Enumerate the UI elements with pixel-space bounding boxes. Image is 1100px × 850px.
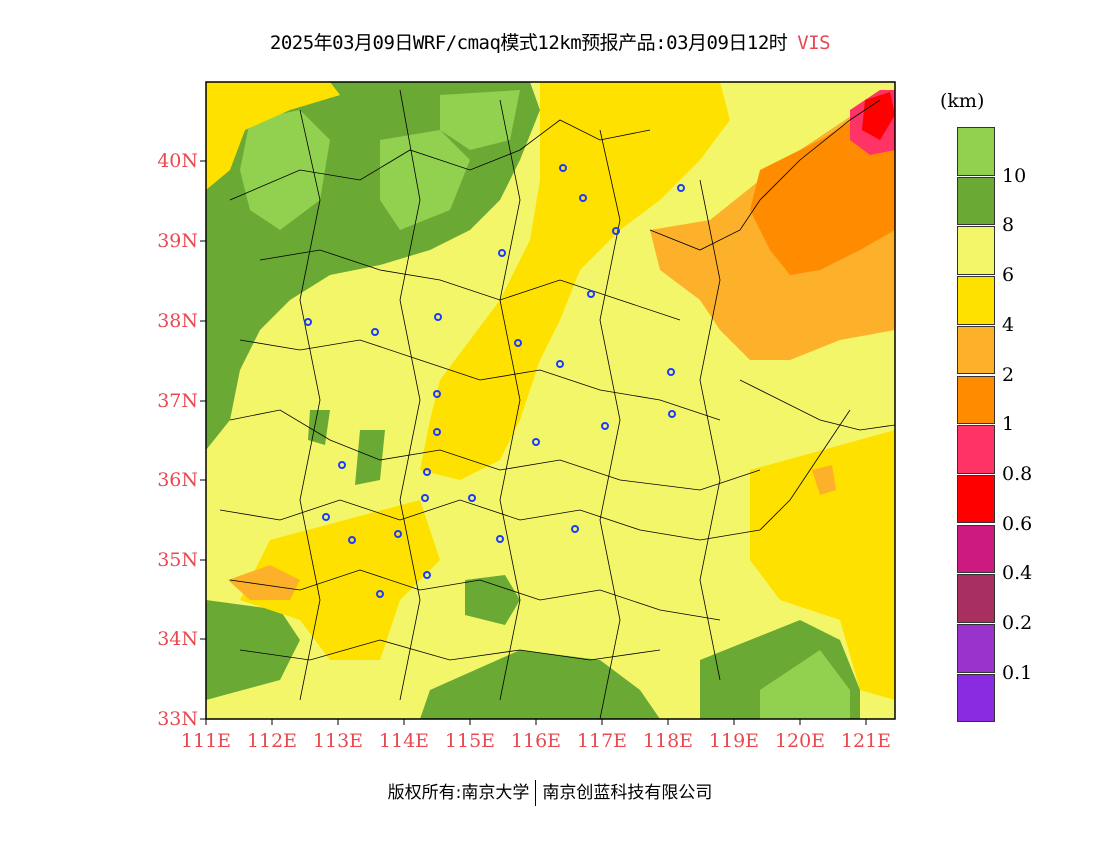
station-marker xyxy=(601,422,609,430)
map-title: 2025年03月09日WRF/cmaq模式12km预报产品:03月09日12时 V… xyxy=(0,28,1100,55)
province-boundaries xyxy=(219,89,895,719)
x-tick-label: 121E xyxy=(840,730,892,752)
station-marker xyxy=(668,410,676,418)
map-field xyxy=(206,82,895,719)
low-visibility-spot-sw xyxy=(228,565,300,600)
legend-label: 4 xyxy=(1002,313,1015,336)
legend-swatch xyxy=(957,425,995,474)
legend-label: 0.2 xyxy=(1002,612,1033,634)
y-tick-label: 33N xyxy=(157,708,198,730)
high-visibility-region-s xyxy=(420,620,860,719)
low-visibility-spot-e xyxy=(812,465,836,495)
station-marker xyxy=(556,360,564,368)
legend-label: 6 xyxy=(1002,264,1015,287)
fog-spot-ne xyxy=(862,92,895,140)
very-high-visibility-region-se xyxy=(760,650,850,719)
station-marker xyxy=(514,339,522,347)
legend-label: 2 xyxy=(1002,363,1015,386)
y-tick-label: 38N xyxy=(157,310,198,332)
station-marker xyxy=(612,227,620,235)
x-tick-label: 120E xyxy=(774,730,826,752)
x-tick-label: 112E xyxy=(246,730,298,752)
legend-swatch xyxy=(957,524,995,574)
legend-swatch xyxy=(957,624,995,673)
legend-swatch xyxy=(957,276,995,325)
station-marker xyxy=(587,290,595,298)
y-tick-label: 34N xyxy=(157,628,198,650)
station-marker xyxy=(559,164,567,172)
station-marker xyxy=(468,494,476,502)
legend-swatch xyxy=(957,574,995,623)
y-tick-label: 36N xyxy=(157,469,198,491)
legend-label: 1 xyxy=(1002,413,1015,436)
footer-separator xyxy=(535,780,537,806)
station-marker xyxy=(322,513,330,521)
station-marker xyxy=(371,328,379,336)
copyright-right: 南京创蓝科技有限公司 xyxy=(542,783,713,803)
x-tick-label: 113E xyxy=(312,730,364,752)
high-visibility-patch-center xyxy=(308,410,520,625)
legend-label: 0.6 xyxy=(1002,512,1033,535)
station-marker xyxy=(433,390,441,398)
station-marker xyxy=(423,571,431,579)
station-marker xyxy=(433,428,441,436)
station-marker xyxy=(304,318,312,326)
y-tick-label: 39N xyxy=(157,230,198,252)
x-tick-label: 115E xyxy=(444,730,496,752)
copyright-left: 版权所有:南京大学 xyxy=(387,783,530,803)
axis-ticks xyxy=(200,160,867,725)
legend-swatch xyxy=(957,673,995,723)
x-tick-label: 116E xyxy=(510,730,562,752)
legend-label: 0.8 xyxy=(1002,462,1033,485)
y-tick-label: 40N xyxy=(157,150,198,172)
legend-unit: (km) xyxy=(940,90,985,112)
station-marker xyxy=(496,535,504,543)
y-tick-label: 35N xyxy=(157,549,198,571)
x-tick-label: 111E xyxy=(180,730,232,752)
station-marker xyxy=(677,184,685,192)
station-marker xyxy=(667,368,675,376)
station-marker xyxy=(376,590,384,598)
x-tick-label: 119E xyxy=(708,730,760,752)
station-marker xyxy=(338,461,346,469)
very-high-visibility-region-nw xyxy=(240,90,520,230)
x-tick-label: 114E xyxy=(378,730,430,752)
legend-label: 0.1 xyxy=(1002,661,1033,684)
station-marker xyxy=(571,525,579,533)
legend-swatch xyxy=(957,176,995,226)
high-visibility-region-sw xyxy=(206,600,300,700)
x-tick-label: 117E xyxy=(576,730,628,752)
title-main: 2025年03月09日WRF/cmaq模式12km预报产品:03月09日12时 xyxy=(269,32,788,54)
legend-label: 0.4 xyxy=(1002,562,1033,585)
station-marker xyxy=(532,438,540,446)
legend-swatch xyxy=(957,127,995,176)
station-marker xyxy=(579,194,587,202)
legend-swatch xyxy=(957,226,995,275)
station-marker xyxy=(421,494,429,502)
station-marker xyxy=(348,536,356,544)
legend-label: 8 xyxy=(1002,214,1015,237)
station-markers xyxy=(304,164,685,598)
station-marker xyxy=(394,530,402,538)
moderate-visibility-region xyxy=(206,82,895,700)
station-marker xyxy=(498,249,506,257)
legend-swatch xyxy=(957,474,995,524)
legend-swatch xyxy=(957,325,995,375)
title-variable: VIS xyxy=(797,32,831,54)
legend-label: 10 xyxy=(1002,164,1027,187)
copyright-footer: 版权所有:南京大学 南京创蓝科技有限公司 xyxy=(0,778,1100,806)
x-tick-label: 118E xyxy=(642,730,694,752)
station-marker xyxy=(423,468,431,476)
station-marker xyxy=(434,313,442,321)
legend-swatch xyxy=(957,375,995,424)
y-tick-label: 37N xyxy=(157,390,198,412)
